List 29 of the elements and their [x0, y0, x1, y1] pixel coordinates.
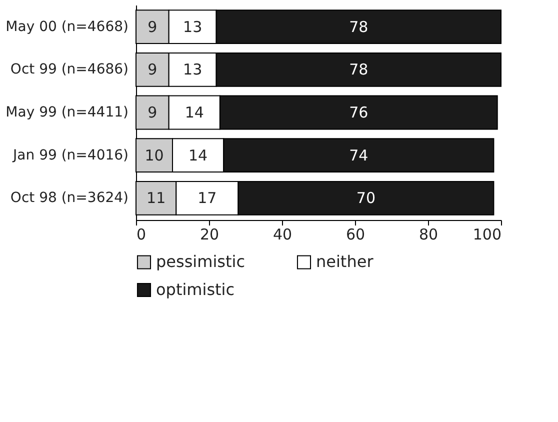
data-label: 14 [184, 104, 204, 122]
data-label: 78 [349, 60, 368, 79]
x-tick-label: 0 [136, 226, 146, 244]
data-label: 76 [349, 104, 368, 122]
y-tick-label: May 00 (n=4668) [6, 18, 128, 35]
data-label: 13 [183, 60, 202, 79]
data-label: 70 [356, 189, 376, 208]
y-tick-label: Jan 99 (n=4016) [12, 147, 128, 164]
data-label: 11 [146, 189, 166, 208]
x-tick-label: 100 [472, 226, 502, 244]
legend-label: pessimistic [156, 252, 245, 272]
x-tick-label: 20 [200, 226, 220, 244]
data-label: 9 [148, 60, 158, 79]
legend-label: optimistic [156, 280, 235, 299]
data-label: 74 [349, 146, 368, 164]
x-tick-label: 60 [346, 226, 366, 244]
data-label: 14 [188, 146, 208, 164]
data-label: 9 [148, 18, 158, 36]
data-label: 9 [148, 104, 158, 122]
data-label: 17 [198, 189, 217, 208]
data-label: 13 [183, 18, 202, 36]
legend-label: neither [316, 252, 374, 272]
x-tick-label: 40 [272, 226, 292, 244]
y-tick-label: May 99 (n=4411) [6, 104, 128, 120]
y-tick-label: Oct 99 (n=4686) [10, 62, 128, 78]
y-tick-label: Oct 98 (n=3624) [10, 190, 128, 206]
data-label: 10 [144, 146, 164, 164]
data-label: 78 [349, 18, 368, 36]
x-tick-label: 80 [418, 226, 438, 244]
